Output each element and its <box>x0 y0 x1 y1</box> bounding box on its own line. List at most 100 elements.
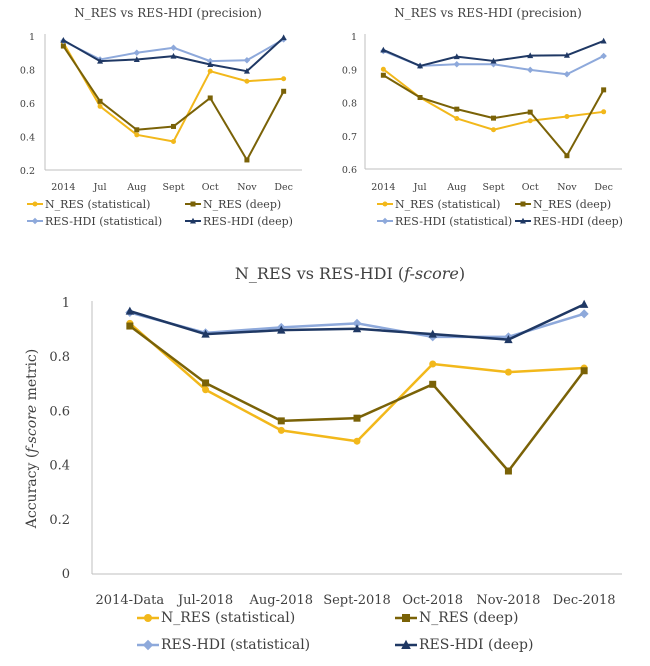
legend: N_RES (statistical) N_RES (deep) RES-HDI (… <box>137 610 533 653</box>
data-point <box>527 109 533 115</box>
data-point <box>207 95 213 101</box>
x-tick-label: Dec <box>594 182 613 193</box>
data-point <box>580 367 588 375</box>
data-point <box>579 299 589 308</box>
data-point <box>454 115 460 121</box>
legend-swatch-marker <box>32 201 38 207</box>
data-point <box>491 115 496 121</box>
series-1 <box>126 322 588 475</box>
x-tick-label: Sept <box>482 182 504 193</box>
data-point <box>281 76 287 82</box>
data-point <box>133 56 140 62</box>
data-point <box>380 72 386 78</box>
legend-entry: RES-HDI (statistical) <box>161 637 310 653</box>
data-point <box>504 368 512 376</box>
data-point <box>280 34 287 41</box>
chart-title: N_RES vs RES-HDI (precision) <box>74 6 262 20</box>
data-point <box>207 68 213 74</box>
legend-entry: N_RES (deep) <box>533 198 611 211</box>
legend-swatch-marker <box>402 614 410 622</box>
data-point <box>201 329 210 338</box>
data-point <box>243 57 251 64</box>
series-3 <box>125 299 589 344</box>
data-point <box>380 66 386 72</box>
data-point <box>600 37 607 44</box>
data-point <box>352 324 362 333</box>
data-point <box>126 322 134 330</box>
data-point <box>453 53 460 60</box>
data-point <box>134 132 140 138</box>
legend-swatch-marker <box>520 217 526 224</box>
data-point <box>207 61 214 67</box>
series-1 <box>60 43 287 163</box>
x-tick-label: 2014 <box>51 182 75 193</box>
x-tick-label: Sept-2018 <box>323 593 391 608</box>
x-tick-label: Jul <box>93 182 107 193</box>
data-point <box>277 417 285 425</box>
data-point <box>526 66 534 74</box>
legend-swatch-marker <box>31 217 39 225</box>
data-point <box>504 335 513 344</box>
data-point <box>97 103 103 109</box>
data-point <box>170 52 177 59</box>
data-point <box>243 67 250 74</box>
data-point <box>491 127 496 133</box>
series-3 <box>60 34 287 74</box>
data-point <box>206 57 214 65</box>
legend-swatch-marker <box>520 201 526 207</box>
legend-entry: N_RES (deep) <box>419 610 518 626</box>
y-tick-label: 0.8 <box>20 66 35 77</box>
data-point <box>429 360 437 368</box>
chart-title: N_RES vs RES-HDI (precision) <box>394 6 582 20</box>
y-tick-label: 0.6 <box>20 99 35 110</box>
legend-entry: N_RES (statistical) <box>161 610 295 626</box>
data-point <box>281 88 287 94</box>
data-point <box>453 61 461 68</box>
legend-entry: N_RES (deep) <box>203 198 281 211</box>
data-point <box>563 52 570 58</box>
data-point <box>563 70 571 78</box>
data-point <box>170 44 177 51</box>
y-tick-label: 1 <box>351 32 357 43</box>
legend-entry: RES-HDI (statistical) <box>45 215 162 228</box>
data-point <box>277 426 285 434</box>
y-axis-label: Accuracy (f-score metric) <box>24 349 40 529</box>
data-point <box>171 123 176 129</box>
data-point <box>527 52 534 59</box>
chart-top-right: N_RES vs RES-HDI (precision) 0.6 0.7 0.8 0.9… <box>342 6 623 228</box>
data-point <box>601 87 607 93</box>
data-point <box>600 52 607 60</box>
y-tick-label: 0 <box>62 567 70 582</box>
x-tick-label: Oct-2018 <box>402 593 463 608</box>
data-point <box>417 62 424 69</box>
x-tick-label: Jul <box>413 182 427 193</box>
data-point <box>380 46 387 53</box>
legend-swatch-marker <box>190 217 196 224</box>
legend-swatch-marker <box>382 201 388 207</box>
data-point <box>429 380 437 388</box>
legend-swatch-marker <box>144 614 152 622</box>
series-0 <box>126 319 588 445</box>
y-tick-label: 0.8 <box>49 350 70 365</box>
x-tick-label: Nov <box>237 182 257 193</box>
x-tick-label: Aug <box>446 182 466 193</box>
legend: N_RES (statistical) N_RES (deep) RES-HDI (… <box>377 198 623 228</box>
legend-swatch-marker <box>381 217 389 225</box>
y-tick-label: 0.4 <box>49 459 70 474</box>
series-0 <box>60 40 287 145</box>
x-tick-label: Dec <box>274 182 293 193</box>
series-line <box>129 322 585 443</box>
series-2 <box>60 36 287 65</box>
y-tick-label: 1 <box>29 32 35 43</box>
y-tick-label: 0.8 <box>342 99 357 110</box>
y-tick-label: 0.6 <box>49 404 70 419</box>
x-tick-label: 2014-Data <box>96 593 165 608</box>
data-point <box>579 309 589 319</box>
y-tick-label: 0.9 <box>342 65 357 76</box>
data-point <box>125 306 135 315</box>
legend-entry: N_RES (statistical) <box>45 198 150 211</box>
x-tick-label: Jul-2018 <box>176 593 233 608</box>
data-point <box>244 157 250 163</box>
data-point <box>454 106 460 112</box>
data-point <box>564 113 570 119</box>
